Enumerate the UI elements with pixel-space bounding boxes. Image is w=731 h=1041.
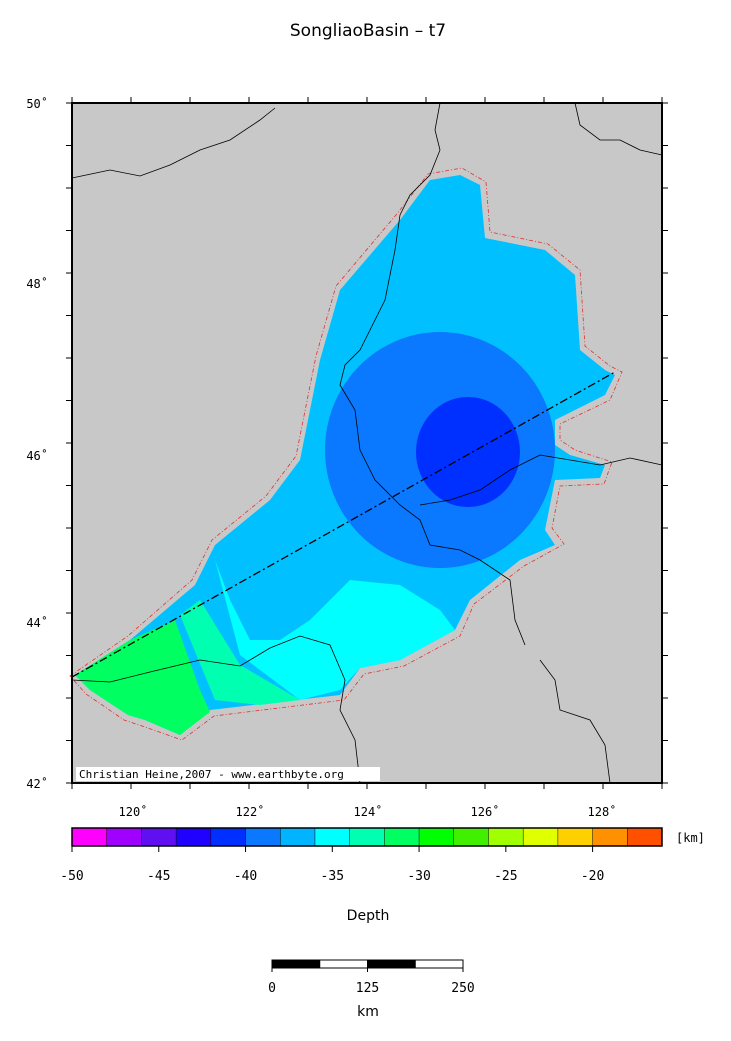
lat-label: 46˚ [26, 448, 48, 463]
scalebar-unit: km [357, 1004, 379, 1020]
credit-box [76, 767, 380, 781]
colorbar-tick-label: -45 [147, 869, 170, 884]
colorbar-segment [141, 828, 177, 846]
scalebar-segment [367, 959, 416, 969]
scalebar: 0 125 250 [268, 959, 475, 996]
scalebar-segment [319, 959, 368, 969]
colorbar-segment [245, 828, 281, 846]
basin-outline [69, 167, 623, 741]
border [71, 635, 361, 784]
scalebar-segment [414, 959, 464, 969]
colorbar-tick-label: -30 [407, 869, 430, 884]
colorbar-frame [71, 827, 663, 847]
scalebar-tick-label: 0 [268, 981, 276, 996]
lon-label: 126˚ [471, 804, 500, 819]
title: SongliaoBasin – t7 [290, 21, 446, 41]
border [574, 102, 663, 156]
colorbar-label: Depth [347, 908, 390, 924]
borders [71, 102, 663, 784]
border [539, 659, 611, 784]
colorbar-tick-label: -25 [494, 869, 517, 884]
zone-deep [416, 397, 520, 507]
colorbar-segment [488, 828, 524, 846]
colorbar-tick-label: -40 [234, 869, 257, 884]
colorbar-segment [419, 828, 454, 846]
lat-label: 42˚ [26, 776, 48, 791]
colorbar-segment [314, 828, 350, 846]
colorbar-segment [210, 828, 246, 846]
scalebar-segment [271, 959, 321, 969]
lon-label: 128˚ [588, 804, 617, 819]
border [339, 102, 526, 646]
colorbar-tick-label: -20 [581, 869, 604, 884]
lat-label: 50˚ [26, 96, 48, 111]
zone-cyan [215, 560, 455, 700]
lon-label: 120˚ [119, 804, 148, 819]
colorbar-unit: [km] [676, 831, 705, 845]
scalebar-tick-label: 250 [451, 981, 474, 996]
lat-label: 44˚ [26, 615, 48, 630]
lat-label: 48˚ [26, 276, 48, 291]
colorbar-segment [557, 828, 593, 846]
colorbar-segment [523, 828, 558, 846]
scalebar-tick-label: 125 [356, 981, 379, 996]
map-area: Christian Heine,2007 - www.earthbyte.org… [26, 96, 668, 819]
colorbar-segment [627, 828, 662, 846]
colorbar-segment [106, 828, 142, 846]
colorbar-segment [453, 828, 489, 846]
colorbar-tick-label: -35 [321, 869, 344, 884]
frame-ticks [66, 97, 668, 789]
colorbar: -50 -45 -40 -35 -30 -25 -20 [60, 827, 663, 884]
colorbar-segment [280, 828, 315, 846]
border [419, 454, 663, 506]
credit: Christian Heine,2007 - www.earthbyte.org [79, 768, 344, 781]
lon-label: 122˚ [236, 804, 265, 819]
colorbar-segment [592, 828, 628, 846]
colorbar-tick-label: -50 [60, 869, 83, 884]
lon-label: 124˚ [354, 804, 383, 819]
zone-aqua [180, 600, 300, 705]
colorbar-segment [72, 828, 107, 846]
colorbar-segment [176, 828, 211, 846]
section-line [71, 371, 616, 678]
border [71, 107, 276, 179]
zone-green [75, 620, 210, 735]
colorbar-segment [384, 828, 420, 846]
colorbar-segment [349, 828, 385, 846]
